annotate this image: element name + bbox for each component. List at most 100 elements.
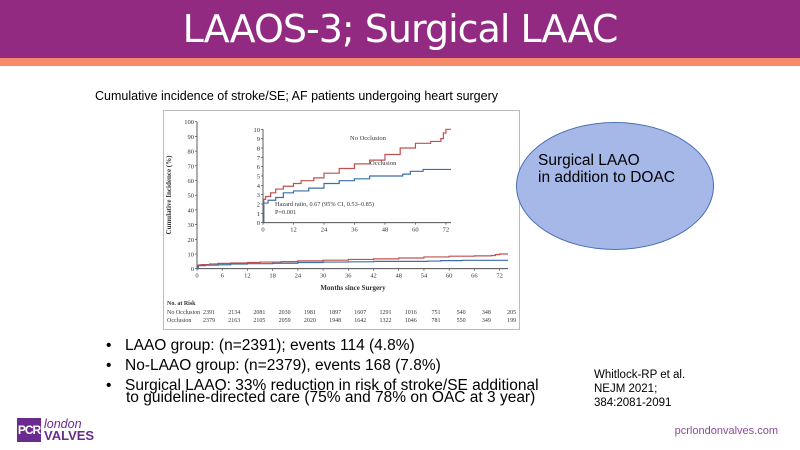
bullet-continuation: to guideline-directed care (75% and 78% … [126,389,536,406]
series-label-no-occlusion: No Occlusion [350,135,387,142]
risk-value: 2105 [253,318,265,324]
main-x-tick-label: 24 [295,273,302,280]
risk-value: 1897 [329,310,341,316]
main-y-tick-label: 30 [188,222,195,229]
risk-value: 2163 [228,318,240,324]
main-y-tick-label: 40 [188,207,195,214]
risk-value: 1642 [354,318,366,324]
citation-line1: Whitlock-RP et al. [594,369,686,381]
risk-value: 1981 [304,310,316,316]
inset-x-tick-label: 0 [261,227,264,234]
inset-x-tick-label: 12 [290,227,297,234]
main-x-tick-label: 0 [195,273,198,280]
hazard-ratio-annotation: Hazard ratio, 0.67 (95% CI, 0.53–0.85) [275,201,374,208]
main-x-tick-label: 54 [421,273,428,280]
inset-y-tick-label: 2 [257,202,260,209]
risk-value: 2391 [203,310,215,316]
y-axis-label: Cumulative Incidence (%) [165,155,173,235]
main-x-tick-label: 6 [221,273,225,280]
inset-y-tick-label: 8 [257,145,260,152]
inset-x-tick-label: 24 [321,227,328,234]
chart-frame [163,110,520,330]
risk-value: 1016 [405,310,417,316]
callout-ellipse [516,122,714,250]
risk-value: 751 [431,310,440,316]
bullet-item: Surgical LAAO: 33% reduction in risk of … [106,376,539,396]
risk-value: 1948 [329,318,341,324]
risk-value: 199 [507,318,516,324]
series-line-occlusion [263,168,451,224]
inset-y-tick-label: 5 [257,174,260,181]
risk-value: 2081 [253,310,265,316]
main-x-tick-label: 12 [244,273,251,280]
main-y-tick-label: 20 [188,237,195,244]
footer-url[interactable]: pcrlondonvalves.com [674,425,778,437]
slide-title: LAAOS-3; Surgical LAAC [0,0,800,58]
p-value-annotation: P=0.001 [275,209,296,216]
series-line-no-occlusion [263,128,451,224]
risk-row-label: No Occlusion [167,310,200,316]
risk-value: 1046 [405,318,417,324]
risk-value: 550 [457,318,466,324]
callout-line1: Surgical LAAO [538,152,640,169]
risk-value: 1322 [380,318,392,324]
risk-value: 348 [482,310,491,316]
main-y-tick-label: 100 [184,119,194,126]
risk-value: 349 [482,318,491,324]
series-label-occlusion: Occlusion [370,160,397,167]
risk-value: 2134 [228,310,240,316]
inset-x-tick-label: 72 [443,227,450,234]
inset-y-tick-label: 0 [257,220,260,227]
logo-london: london [44,417,82,431]
logo-pcr: PCR [17,418,41,442]
main-x-tick-label: 30 [320,273,327,280]
logo-valves: VALVES [44,428,95,443]
main-y-tick-label: 90 [188,134,195,141]
risk-value: 2059 [279,318,291,324]
pcr-london-valves-logo: PCR london VALVES [17,418,94,442]
km-chart-svg: 0 6 12 18 24 30 36 42 48 54 60 66 720102030405060708… [163,110,520,330]
risk-value: 2030 [279,310,291,316]
citation-line2: NEJM 2021; [594,383,658,395]
series-line-no-occlusion [197,253,508,270]
main-y-tick-label: 0 [191,266,194,273]
main-x-tick-label: 36 [345,273,352,280]
bullet-item: No-LAAO group: (n=2379), events 168 (7.8… [106,356,539,376]
main-y-tick-label: 60 [188,178,195,185]
header-stripe [0,58,800,66]
km-chart: 0 6 12 18 24 30 36 42 48 54 60 66 72 0 10 20 30 40 50 60 70 8… [163,110,520,330]
chart-caption: Cumulative incidence of stroke/SE; AF pa… [95,89,498,103]
inset-x-tick-label: 60 [412,227,419,234]
risk-value: 781 [431,318,440,324]
inset-y-tick-label: 7 [257,155,261,162]
risk-value: 2020 [304,318,316,324]
main-y-tick-label: 80 [188,149,195,156]
bullet-list: LAAO group: (n=2391); events 114 (4.8%) … [106,336,539,396]
risk-table-title: No. at Risk [167,301,196,307]
main-x-tick-label: 42 [370,273,377,280]
risk-value: 1291 [380,310,392,316]
main-x-tick-label: 72 [496,273,503,280]
risk-value: 1607 [354,310,366,316]
risk-value: 540 [457,310,466,316]
callout-line2: in addition to DOAC [538,169,675,186]
callout-text: Surgical LAAO in addition to DOAC [538,152,675,186]
main-y-tick-label: 50 [188,193,195,200]
inset-y-tick-label: 4 [257,183,261,190]
inset-x-tick-label: 48 [382,227,389,234]
bullet-item: LAAO group: (n=2391); events 114 (4.8%) [106,336,539,356]
x-axis-label: Months since Surgery [320,284,386,292]
main-y-tick-label: 70 [188,163,195,170]
inset-y-tick-label: 3 [257,192,260,199]
inset-y-tick-label: 10 [254,127,261,134]
risk-value: 2379 [203,318,215,324]
main-y-tick-label: 10 [188,252,195,259]
series-line-occlusion [197,259,508,270]
citation-line3: 384:2081-2091 [594,397,672,409]
citation: Whitlock-RP et al. NEJM 2021; 384:2081-2… [594,368,685,410]
inset-y-tick-label: 6 [257,164,261,171]
main-x-tick-label: 48 [395,273,402,280]
inset-y-tick-label: 1 [257,211,260,218]
main-x-tick-label: 66 [471,273,478,280]
risk-value: 205 [507,310,516,316]
